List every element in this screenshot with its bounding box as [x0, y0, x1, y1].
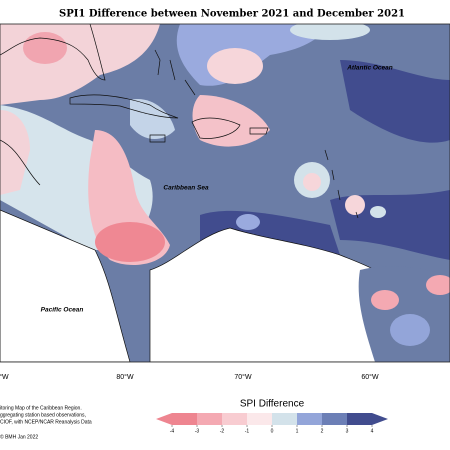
longitude-axis: 90°W 80°W 70°W 60°W: [0, 373, 379, 381]
field-patch: [371, 290, 399, 310]
field-patch: [130, 99, 175, 140]
island: [149, 134, 166, 143]
credit-line: CIOF, with NCEP/NCAR Reanalysis Data: [0, 419, 92, 425]
map: Atlantic Ocean Caribbean Sea Pacific Oce…: [0, 23, 450, 363]
colorbar-tick-label: 2: [321, 428, 324, 434]
colorbar-segment: [247, 413, 272, 425]
colorbar-arrow: [372, 413, 388, 425]
colorbar-arrow: [156, 413, 172, 425]
island: [249, 127, 269, 135]
field-patch: [95, 222, 165, 262]
coastline: [0, 139, 41, 186]
field-patch: [23, 32, 67, 64]
longitude-label: 90°W: [0, 373, 9, 381]
island: [69, 94, 179, 119]
colorbar-tick-label: 1: [296, 428, 299, 434]
map-title: SPI1 Difference between November 2021 an…: [59, 9, 405, 20]
colorbar-tick-label: 3: [346, 428, 349, 434]
colorbar-segment: [347, 413, 372, 425]
map-frame: [0, 23, 450, 363]
field-patch: [303, 173, 321, 191]
island: [191, 117, 241, 139]
colorbar-segment: [272, 413, 297, 425]
colorbar-tick-label: 4: [371, 428, 374, 434]
colorbar-segment: [322, 413, 347, 425]
field-patch: [426, 275, 450, 295]
longitude-label: 70°W: [234, 373, 252, 381]
legend: SPI Difference -4 -3 -2 -1 0 1 2 3 4: [156, 399, 388, 434]
island: [324, 149, 359, 219]
colorbar-segment: [297, 413, 322, 425]
coastline: [0, 24, 106, 81]
colorbar-tick-label: -3: [195, 428, 200, 434]
longitude-label: 60°W: [361, 373, 379, 381]
colorbar-segment: [172, 413, 197, 425]
credit-line: itoring Map of the Caribbean Region.: [0, 405, 82, 411]
credit-line: ggregating station based observations,: [0, 412, 86, 418]
colorbar-segment: [222, 413, 247, 425]
colorbar-tick-label: -1: [245, 428, 250, 434]
field-patch: [236, 214, 260, 230]
credits: itoring Map of the Caribbean Region. ggr…: [0, 405, 92, 440]
ocean-label: Pacific Ocean: [41, 307, 84, 314]
ocean-label: Atlantic Ocean: [346, 65, 393, 72]
legend-title: SPI Difference: [240, 399, 305, 410]
colorbar-tick-label: -4: [170, 428, 175, 434]
sea-label: Caribbean Sea: [163, 185, 209, 192]
field-patch: [290, 24, 370, 40]
field-patch: [0, 110, 30, 195]
field-patch: [207, 48, 263, 84]
island: [154, 49, 196, 96]
colorbar-tick-label: 0: [271, 428, 274, 434]
field-patch: [345, 195, 365, 215]
field-patch: [340, 60, 450, 143]
longitude-label: 80°W: [116, 373, 134, 381]
colorbar-tick-label: -2: [220, 428, 225, 434]
field-patch: [370, 206, 386, 218]
credit-line: © BMH Jan 2022: [0, 433, 38, 440]
colorbar-segment: [197, 413, 222, 425]
field-patch: [390, 314, 430, 346]
